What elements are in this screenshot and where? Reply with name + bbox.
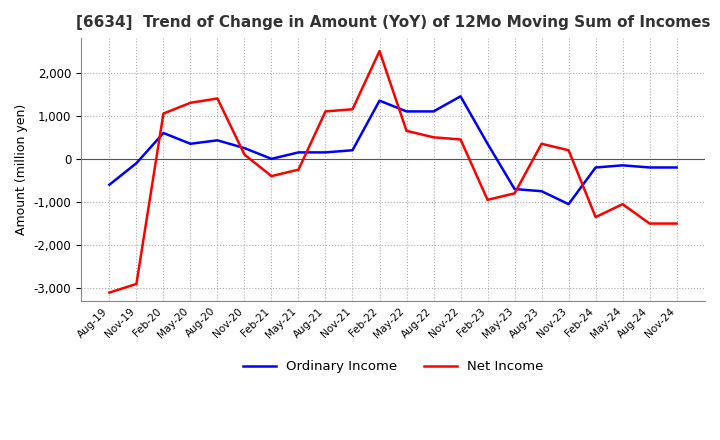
Net Income [186,100,194,106]
Ordinary Income [402,109,411,114]
Ordinary Income [510,187,519,192]
Ordinary Income [294,150,303,155]
Legend: Ordinary Income, Net Income: Ordinary Income, Net Income [238,355,549,379]
Net Income [591,214,600,220]
Net Income [132,281,140,286]
Net Income [537,141,546,147]
Ordinary Income [267,156,276,161]
Ordinary Income [186,141,194,147]
Net Income [645,221,654,226]
Ordinary Income [456,94,465,99]
Net Income [456,137,465,142]
Ordinary Income [483,141,492,147]
Ordinary Income [105,182,114,187]
Ordinary Income [564,202,573,207]
Net Income [483,197,492,202]
Ordinary Income [672,165,681,170]
Ordinary Income [429,109,438,114]
Ordinary Income [213,138,222,143]
Net Income [672,221,681,226]
Ordinary Income [537,189,546,194]
Ordinary Income [321,150,330,155]
Line: Net Income: Net Income [109,51,677,293]
Net Income [375,48,384,54]
Y-axis label: Amount (million yen): Amount (million yen) [15,104,28,235]
Ordinary Income [618,163,627,168]
Net Income [402,128,411,133]
Line: Ordinary Income: Ordinary Income [109,96,677,204]
Ordinary Income [132,161,140,166]
Net Income [213,96,222,101]
Net Income [159,111,168,116]
Ordinary Income [375,98,384,103]
Net Income [267,173,276,179]
Title: [6634]  Trend of Change in Amount (YoY) of 12Mo Moving Sum of Incomes: [6634] Trend of Change in Amount (YoY) o… [76,15,710,30]
Net Income [240,152,249,157]
Ordinary Income [591,165,600,170]
Ordinary Income [240,146,249,151]
Net Income [429,135,438,140]
Net Income [348,106,357,112]
Net Income [321,109,330,114]
Ordinary Income [645,165,654,170]
Net Income [105,290,114,295]
Ordinary Income [348,147,357,153]
Ordinary Income [159,130,168,136]
Net Income [510,191,519,196]
Net Income [618,202,627,207]
Net Income [564,147,573,153]
Net Income [294,167,303,172]
